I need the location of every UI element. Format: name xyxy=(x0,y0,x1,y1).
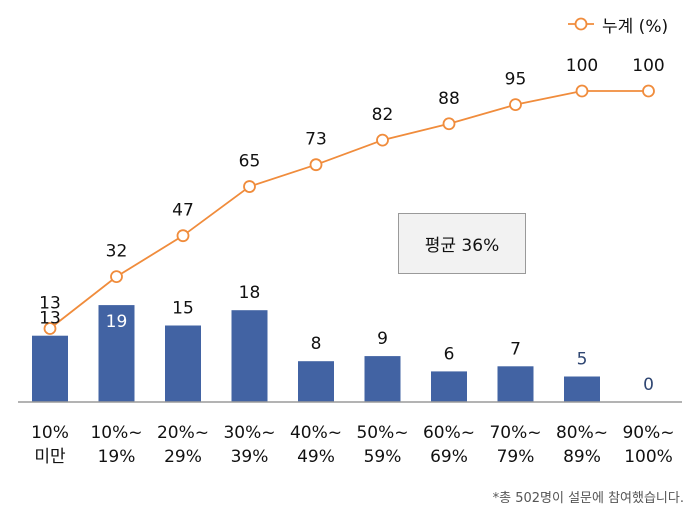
cumulative-line xyxy=(49,90,649,330)
x-tick-label: 60%~ 69% xyxy=(423,423,475,467)
line-value-label: 13 xyxy=(39,294,61,314)
average-annotation: 평균 36% xyxy=(398,213,526,274)
line-value-label: 88 xyxy=(438,89,460,109)
bar xyxy=(298,361,334,402)
line-value-label: 82 xyxy=(372,105,394,125)
x-tick-label: 70%~ 79% xyxy=(489,423,541,467)
bar-value-label: 13 xyxy=(39,309,61,329)
line-point xyxy=(243,180,256,193)
bar xyxy=(165,325,201,402)
bar-value-label: 6 xyxy=(444,344,455,364)
line-value-label: 65 xyxy=(239,152,261,172)
x-tick-label: 10%~ 19% xyxy=(90,423,142,467)
line-value-label: 100 xyxy=(566,56,598,76)
x-tick-label: 80%~ 89% xyxy=(556,423,608,467)
line-point xyxy=(442,117,456,131)
bar-value-label: 9 xyxy=(377,329,388,349)
line-point xyxy=(43,322,57,335)
bar-value-label: 8 xyxy=(311,334,322,354)
line-point xyxy=(509,98,522,112)
x-tick-label: 40%~ 49% xyxy=(290,423,342,467)
x-tick-label: 90%~ 100% xyxy=(622,423,674,467)
bar xyxy=(32,335,68,402)
line-point xyxy=(575,84,589,98)
bar xyxy=(231,310,268,402)
bar-series xyxy=(32,305,600,402)
bar xyxy=(431,371,467,402)
x-tick-label: 20%~ 29% xyxy=(157,423,209,467)
line-value-label: 32 xyxy=(106,242,128,262)
bar xyxy=(564,376,600,402)
bar-value-label: 19 xyxy=(106,312,128,332)
line-point xyxy=(376,133,389,147)
line-point xyxy=(309,158,323,172)
cumulative-line-series xyxy=(43,84,655,335)
average-annotation-text: 평균 36% xyxy=(424,236,500,256)
bar-value-label: 18 xyxy=(239,283,261,303)
bar xyxy=(497,366,534,402)
line-point xyxy=(110,270,123,284)
footnote: *총 502명이 설문에 참여했습니다. xyxy=(492,491,684,506)
legend-label: 누계 (%) xyxy=(602,16,669,37)
legend: 누계 (%) xyxy=(568,6,668,42)
line-point xyxy=(642,84,655,98)
data-labels: 13 32 47 65 73 82 88 95 100 100 13 19 15 18 8 9 6 7 5 0 xyxy=(39,56,665,395)
x-tick-labels: 10% 미만 10%~ 19% 20%~ 29% 30%~ 39% 40%~ 49% 50%~ 59%… xyxy=(31,423,674,467)
line-value-label: 47 xyxy=(172,201,194,221)
line-point xyxy=(176,229,190,243)
x-tick-label: 50%~ 59% xyxy=(356,423,408,467)
bar xyxy=(98,305,135,402)
legend-line-marker-icon xyxy=(568,17,594,31)
bar-value-label: 5 xyxy=(577,350,588,370)
bar-value-label: 15 xyxy=(172,299,194,319)
bar-value-label: 0 xyxy=(643,375,654,395)
bar xyxy=(364,356,401,402)
line-value-label: 73 xyxy=(305,130,327,150)
line-value-label: 100 xyxy=(632,56,664,76)
x-tick-label: 30%~ 39% xyxy=(223,423,275,467)
line-value-label: 95 xyxy=(505,70,527,90)
bar-value-label: 7 xyxy=(510,339,521,359)
x-tick-label: 10% 미만 xyxy=(31,423,69,467)
